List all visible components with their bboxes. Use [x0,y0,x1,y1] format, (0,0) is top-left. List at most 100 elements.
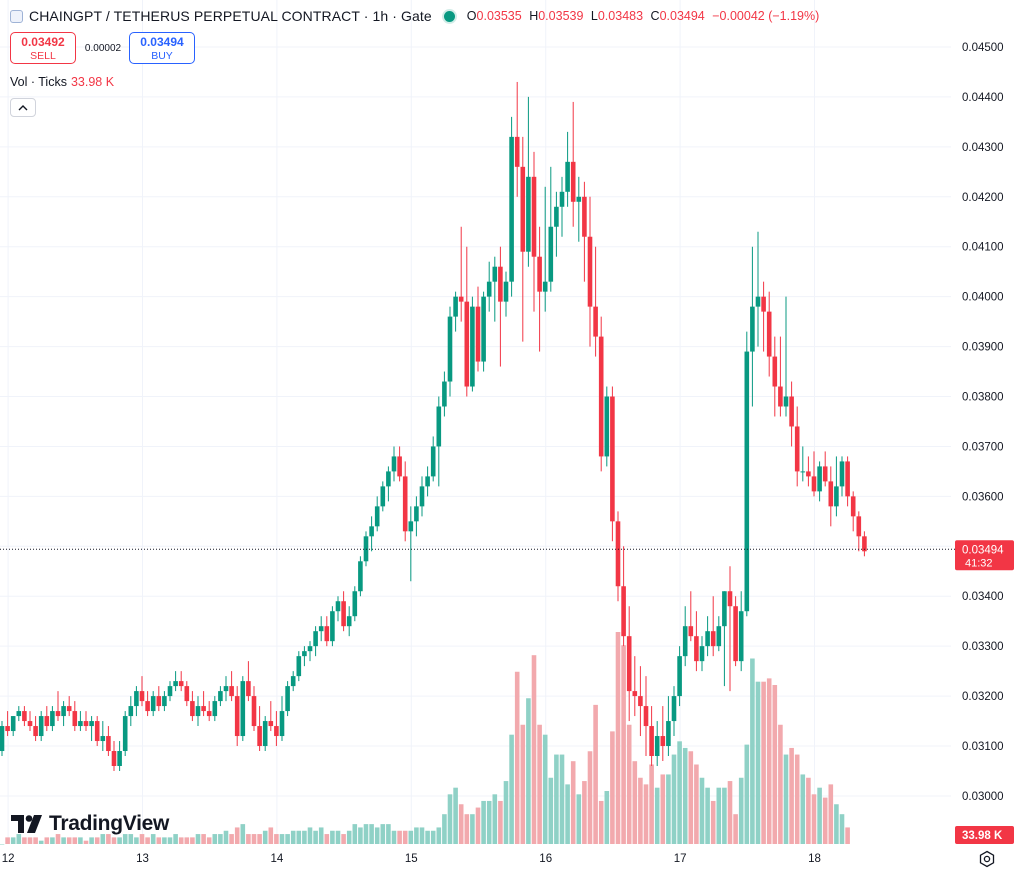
volume-bar [419,827,425,844]
symbol-title[interactable]: CHAINGPT / TETHERUS PERPETUAL CONTRACT ·… [29,8,432,24]
time-axis[interactable]: 12 13 14 15 16 17 18 [2,853,821,865]
volume-bar [593,704,598,844]
volume-bar [834,804,839,844]
open-label: O [466,9,477,23]
price-axis[interactable]: 0.030000.031000.032000.033000.034000.035… [955,42,1014,844]
candle-body [352,591,358,617]
candle-body [694,636,699,662]
volume-bar [654,787,660,844]
volume-bar [682,747,688,844]
candle-body [464,301,470,387]
time-tick-label: 13 [136,853,149,865]
candle-body [733,606,738,662]
candle-body [106,736,111,752]
volume-bar [520,724,526,844]
volume-bar [806,777,811,844]
candle-body [744,351,750,612]
price-tick-label: 0.03900 [962,342,1004,354]
volume-bar [738,777,744,844]
candle-body [178,681,184,687]
candle-body [481,296,486,362]
volume-bar [582,781,587,844]
candle-body [234,696,240,737]
volume-bar [800,774,806,844]
candle-body [621,586,626,637]
volume-bar [621,645,626,844]
candle-body [755,296,761,307]
candle-body [783,396,789,407]
volume-bar [710,800,716,844]
volume-bar [733,814,738,844]
candle-body [419,486,425,507]
candle-body [391,456,397,472]
volume-bar [565,784,570,844]
volume-bar [251,834,257,844]
collapse-legend-button[interactable] [10,98,36,117]
candle-body [537,256,542,292]
candle-body [794,426,800,472]
settings-icon[interactable] [978,850,996,868]
volume-bar [514,671,520,844]
candle-body [318,626,324,632]
volume-bar [694,764,699,844]
candle-body [800,471,806,473]
candle-body [548,226,554,282]
volume-bar [598,800,604,844]
market-status-icon[interactable] [443,10,455,22]
volume-bar [240,824,246,844]
buy-label: BUY [151,50,173,62]
volume-bar [604,791,610,844]
volume-bar [38,840,44,844]
candle-body [5,726,10,732]
volume-bar [727,781,733,844]
candle-body [593,306,598,337]
candle-body [274,726,279,737]
candle-body [610,396,615,522]
candle-body [458,296,464,302]
volume-bar [722,787,727,844]
high-value: 0.03539 [538,9,584,23]
volume-legend[interactable]: Vol · Ticks 33.98 K [10,75,114,89]
volume-bar [688,751,694,844]
volume-bar [374,827,380,844]
volume-bar [464,814,470,844]
volume-bar [531,655,537,844]
volume-bar [610,731,615,844]
candle-body [626,636,632,692]
candle-body [279,711,285,737]
volume-bar [302,830,307,844]
candle-body [430,446,436,477]
candle-body [789,396,794,427]
tradingview-watermark[interactable]: TradingView [11,811,169,837]
volume-bar [234,827,240,844]
candle-body [150,696,156,712]
volume-legend-label: Vol · Ticks [10,75,67,89]
candle-body [772,356,778,387]
volume-bar [537,724,542,844]
candle-body [139,691,145,702]
volume-bar [649,764,654,844]
volume-bar [61,837,66,844]
volume-bar [190,837,195,844]
volume-bar [559,754,565,844]
candle-body [156,696,162,707]
sell-button[interactable]: 0.03492 SELL [10,32,76,64]
volume-bar [453,787,458,844]
buy-button[interactable]: 0.03494 BUY [129,32,195,64]
price-tick-label: 0.03100 [962,741,1004,753]
candle-body [716,626,722,647]
time-tick-label: 17 [674,853,687,865]
candle-body [682,626,688,657]
volume-bar [503,781,509,844]
volume-bar [542,734,548,844]
candle-body [66,706,72,712]
ohlc-values: O0.03535 H0.03539 L0.03483 C0.03494 −0.0… [463,9,819,23]
candle-body [10,716,16,732]
volume-bar [660,774,666,844]
watermark-text: TradingView [49,812,170,835]
candle-body [761,296,766,312]
candle-body [778,386,783,407]
volume-bar [341,834,346,844]
volume-bar [33,837,38,844]
